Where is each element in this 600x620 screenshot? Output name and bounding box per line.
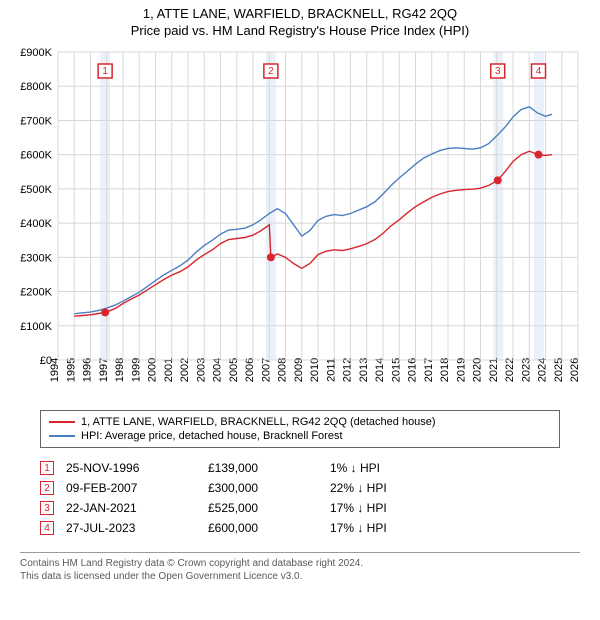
svg-text:2007: 2007: [260, 358, 272, 382]
svg-text:1997: 1997: [98, 358, 110, 382]
svg-text:2014: 2014: [374, 358, 386, 382]
svg-text:2000: 2000: [147, 358, 159, 382]
svg-text:1996: 1996: [82, 358, 94, 382]
marker-point: [494, 176, 502, 184]
svg-text:2011: 2011: [325, 358, 337, 382]
svg-text:1999: 1999: [130, 358, 142, 382]
row-pct: 22% ↓ HPI: [330, 481, 460, 495]
transactions-table: 1 25-NOV-1996 £139,000 1% ↓ HPI 2 09-FEB-2007…: [40, 458, 560, 538]
table-row: 2 09-FEB-2007 £300,000 22% ↓ HPI: [40, 478, 560, 498]
footer: Contains HM Land Registry data © Crown c…: [20, 552, 580, 583]
legend-item: 1, ATTE LANE, WARFIELD, BRACKNELL, RG42 …: [49, 415, 551, 429]
svg-text:£100K: £100K: [20, 321, 52, 333]
svg-text:2009: 2009: [293, 358, 305, 382]
svg-text:2008: 2008: [277, 358, 289, 382]
row-marker: 3: [40, 501, 54, 515]
svg-text:1994: 1994: [49, 358, 61, 382]
legend-label: HPI: Average price, detached house, Brac…: [81, 430, 343, 442]
page: 1, ATTE LANE, WARFIELD, BRACKNELL, RG42 …: [0, 0, 600, 583]
svg-text:1998: 1998: [114, 358, 126, 382]
row-pct: 1% ↓ HPI: [330, 461, 460, 475]
legend-label: 1, ATTE LANE, WARFIELD, BRACKNELL, RG42 …: [81, 416, 436, 428]
svg-text:2018: 2018: [439, 358, 451, 382]
svg-text:2005: 2005: [228, 358, 240, 382]
svg-text:1: 1: [102, 66, 108, 77]
row-marker: 1: [40, 461, 54, 475]
svg-text:2021: 2021: [488, 358, 500, 382]
page-subtitle: Price paid vs. HM Land Registry's House …: [0, 21, 600, 44]
svg-text:2003: 2003: [195, 358, 207, 382]
svg-text:3: 3: [495, 66, 501, 77]
row-marker: 4: [40, 521, 54, 535]
row-pct: 17% ↓ HPI: [330, 501, 460, 515]
svg-text:2025: 2025: [553, 358, 565, 382]
svg-text:2012: 2012: [342, 358, 354, 382]
row-price: £300,000: [208, 481, 318, 495]
marker-point: [101, 308, 109, 316]
legend-swatch: [49, 435, 75, 437]
legend-item: HPI: Average price, detached house, Brac…: [49, 429, 551, 443]
svg-text:2002: 2002: [179, 358, 191, 382]
svg-text:£500K: £500K: [20, 184, 52, 196]
row-price: £139,000: [208, 461, 318, 475]
row-date: 22-JAN-2021: [66, 501, 196, 515]
svg-text:2004: 2004: [212, 358, 224, 382]
svg-text:2016: 2016: [407, 358, 419, 382]
svg-text:2010: 2010: [309, 358, 321, 382]
marker-point: [267, 253, 275, 261]
chart: £0£100K£200K£300K£400K£500K£600K£700K£80…: [10, 44, 590, 404]
svg-text:2013: 2013: [358, 358, 370, 382]
row-date: 25-NOV-1996: [66, 461, 196, 475]
marker-point: [535, 151, 543, 159]
row-date: 27-JUL-2023: [66, 521, 196, 535]
svg-text:£700K: £700K: [20, 115, 52, 127]
legend-swatch: [49, 421, 75, 423]
svg-text:4: 4: [536, 66, 542, 77]
table-row: 3 22-JAN-2021 £525,000 17% ↓ HPI: [40, 498, 560, 518]
svg-text:2015: 2015: [390, 358, 402, 382]
row-pct: 17% ↓ HPI: [330, 521, 460, 535]
svg-text:2: 2: [268, 66, 274, 77]
svg-text:£400K: £400K: [20, 218, 52, 230]
row-marker: 2: [40, 481, 54, 495]
svg-text:£200K: £200K: [20, 287, 52, 299]
svg-text:2006: 2006: [244, 358, 256, 382]
highlight-band: [494, 52, 504, 360]
svg-text:1995: 1995: [65, 358, 77, 382]
svg-text:2026: 2026: [569, 358, 581, 382]
svg-text:£800K: £800K: [20, 81, 52, 93]
legend: 1, ATTE LANE, WARFIELD, BRACKNELL, RG42 …: [40, 410, 560, 448]
page-title: 1, ATTE LANE, WARFIELD, BRACKNELL, RG42 …: [0, 0, 600, 21]
svg-text:2019: 2019: [455, 358, 467, 382]
svg-text:2001: 2001: [163, 358, 175, 382]
svg-text:2022: 2022: [504, 358, 516, 382]
highlight-band: [266, 52, 276, 360]
highlight-band: [534, 52, 544, 360]
svg-text:2017: 2017: [423, 358, 435, 382]
svg-text:2023: 2023: [520, 358, 532, 382]
row-price: £600,000: [208, 521, 318, 535]
row-date: 09-FEB-2007: [66, 481, 196, 495]
chart-svg: £0£100K£200K£300K£400K£500K£600K£700K£80…: [10, 44, 590, 404]
svg-text:£900K: £900K: [20, 47, 52, 59]
svg-text:2024: 2024: [537, 358, 549, 382]
row-price: £525,000: [208, 501, 318, 515]
table-row: 1 25-NOV-1996 £139,000 1% ↓ HPI: [40, 458, 560, 478]
table-row: 4 27-JUL-2023 £600,000 17% ↓ HPI: [40, 518, 560, 538]
footer-line1: Contains HM Land Registry data © Crown c…: [20, 557, 580, 570]
svg-text:£300K: £300K: [20, 252, 52, 264]
svg-text:2020: 2020: [472, 358, 484, 382]
svg-text:£600K: £600K: [20, 150, 52, 162]
footer-line2: This data is licensed under the Open Gov…: [20, 570, 580, 583]
